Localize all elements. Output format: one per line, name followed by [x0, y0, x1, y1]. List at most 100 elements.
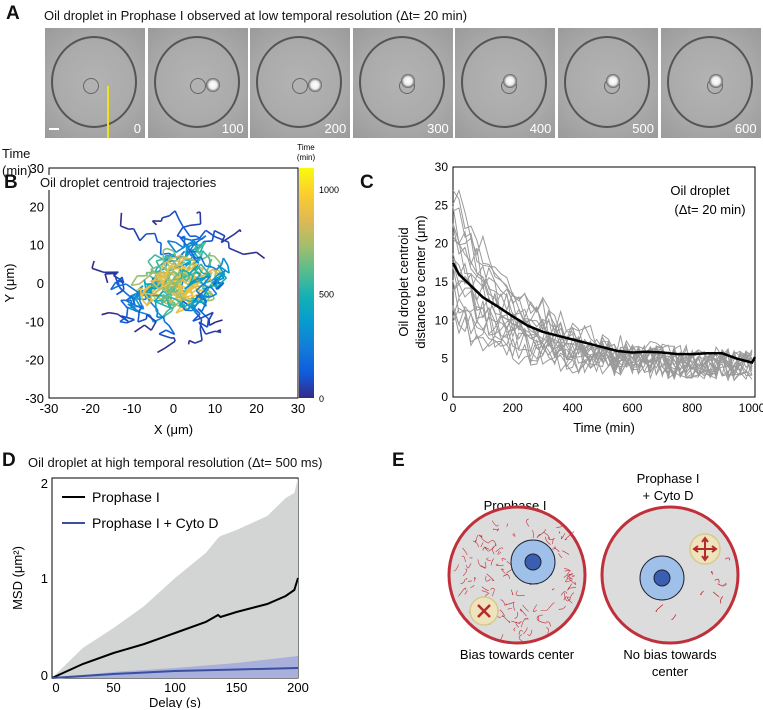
actin-filament: [537, 528, 546, 538]
x-tick-label: 400: [563, 401, 583, 415]
trajectory-segment: [195, 256, 201, 260]
trajectory-segment: [207, 271, 211, 276]
actin-filament: [505, 601, 515, 606]
actin-filament: [522, 604, 529, 612]
trajectory-segment: [130, 275, 139, 286]
trajectory-segment: [198, 289, 206, 296]
trajectory-segment: [162, 293, 169, 300]
nucleus: [189, 78, 206, 94]
actin-filament: [477, 559, 486, 568]
trajectory-segment: [197, 241, 207, 251]
trajectory-segment: [158, 329, 167, 335]
panel-label-c: C: [360, 172, 374, 193]
trajectory-segment: [150, 280, 160, 290]
trajectory-segment: [101, 311, 110, 316]
trajectory-segment: [205, 330, 216, 335]
trajectory-segment: [228, 247, 244, 256]
actin-filament: [536, 615, 547, 624]
trajectory-segment: [174, 210, 180, 220]
trajectory-segment: [104, 273, 109, 284]
actin-filament: [717, 583, 725, 587]
legend-sublabel: (Δt= 20 min): [674, 202, 745, 217]
scale-bar: [49, 128, 59, 130]
trajectory-segment: [211, 266, 217, 271]
x-tick-label: -20: [81, 401, 100, 416]
x-tick-label: 0: [52, 680, 59, 695]
trajectory-segment: [166, 247, 175, 252]
trajectory-segment: [186, 261, 190, 264]
trajectory-segment: [185, 276, 191, 282]
trajectory-segment: [172, 254, 182, 260]
frame-time: 600: [734, 121, 757, 136]
trajectory-segment: [203, 240, 213, 243]
trajectory-segment: [182, 225, 191, 237]
actin-filament: [560, 533, 566, 540]
actin-filament: [552, 546, 556, 550]
y-tick-label: 10: [30, 238, 44, 253]
actin-filament: [462, 568, 468, 577]
trajectory-segment: [179, 291, 184, 298]
x-tick-label: 1000: [739, 401, 763, 415]
right-caption-1: No bias towards: [623, 647, 717, 662]
trajectory-segment: [180, 278, 186, 284]
trajectory-segment: [161, 334, 172, 339]
actin-filament: [487, 540, 497, 547]
trajectory-segment: [154, 233, 159, 243]
actin-filament: [486, 573, 495, 582]
trajectory-segment: [204, 295, 210, 298]
actin-filament: [544, 536, 551, 545]
actin-filament: [496, 528, 499, 532]
trajectory-segment: [108, 311, 118, 315]
trajectory-segment: [219, 272, 227, 279]
oocyte: [153, 36, 240, 128]
trajectory-segment: [198, 321, 208, 328]
trajectory-segment: [215, 236, 229, 243]
trajectory-segment: [198, 229, 207, 240]
mean-msd-line: [51, 577, 299, 679]
trajectory-segment: [161, 215, 170, 219]
trajectory-segment: [175, 267, 187, 270]
trajectory-segment: [212, 297, 215, 301]
time-unit-label: (min): [2, 163, 32, 178]
right-schematic-title-2: + Cyto D: [643, 488, 694, 503]
actin-filament: [723, 582, 727, 586]
trajectory-segment: [162, 270, 175, 279]
y-tick-label: -20: [25, 353, 44, 368]
y-axis-label: Y (μm): [2, 263, 17, 302]
trajectory-segment: [160, 263, 165, 269]
y-tick-label: 15: [435, 275, 449, 289]
actin-filament: [497, 550, 502, 555]
nucleus: [83, 78, 99, 94]
x-tick-label: 50: [106, 680, 120, 695]
individual-trace: [452, 280, 753, 382]
actin-filament: [499, 609, 505, 617]
trajectory-segment: [160, 272, 169, 280]
free-arrows-icon: [692, 536, 718, 562]
trajectory-segment: [195, 282, 205, 292]
trajectory-segment: [110, 284, 120, 291]
trajectory-segment: [144, 284, 152, 292]
actin-filament: [481, 535, 489, 544]
x-axis-label: Delay (s): [149, 695, 201, 708]
actin-filament: [507, 607, 513, 610]
trajectory-segment: [91, 260, 95, 269]
trajectory-segment: [178, 286, 184, 293]
x-axis-label: X (μm): [154, 422, 193, 437]
trajectory-segment: [172, 271, 181, 280]
actin-filament: [453, 564, 459, 572]
panel-label-d: D: [2, 450, 16, 471]
trajectory-segment: [120, 299, 129, 309]
x-tick-label: 0: [450, 401, 457, 415]
trajectory-segment: [139, 233, 147, 242]
trajectory-segment: [188, 339, 196, 344]
trajectory-segment: [166, 262, 175, 272]
trajectory-segment: [175, 291, 180, 297]
trajectory-segment: [208, 271, 213, 280]
trajectory-segment: [164, 340, 176, 349]
actin-filament: [472, 540, 479, 548]
actin-filament: [543, 532, 550, 540]
oil-droplet: [503, 74, 518, 88]
x-tick-label: 10: [208, 401, 222, 416]
trajectory-segment: [160, 303, 172, 310]
trajectory-segment: [182, 276, 188, 282]
